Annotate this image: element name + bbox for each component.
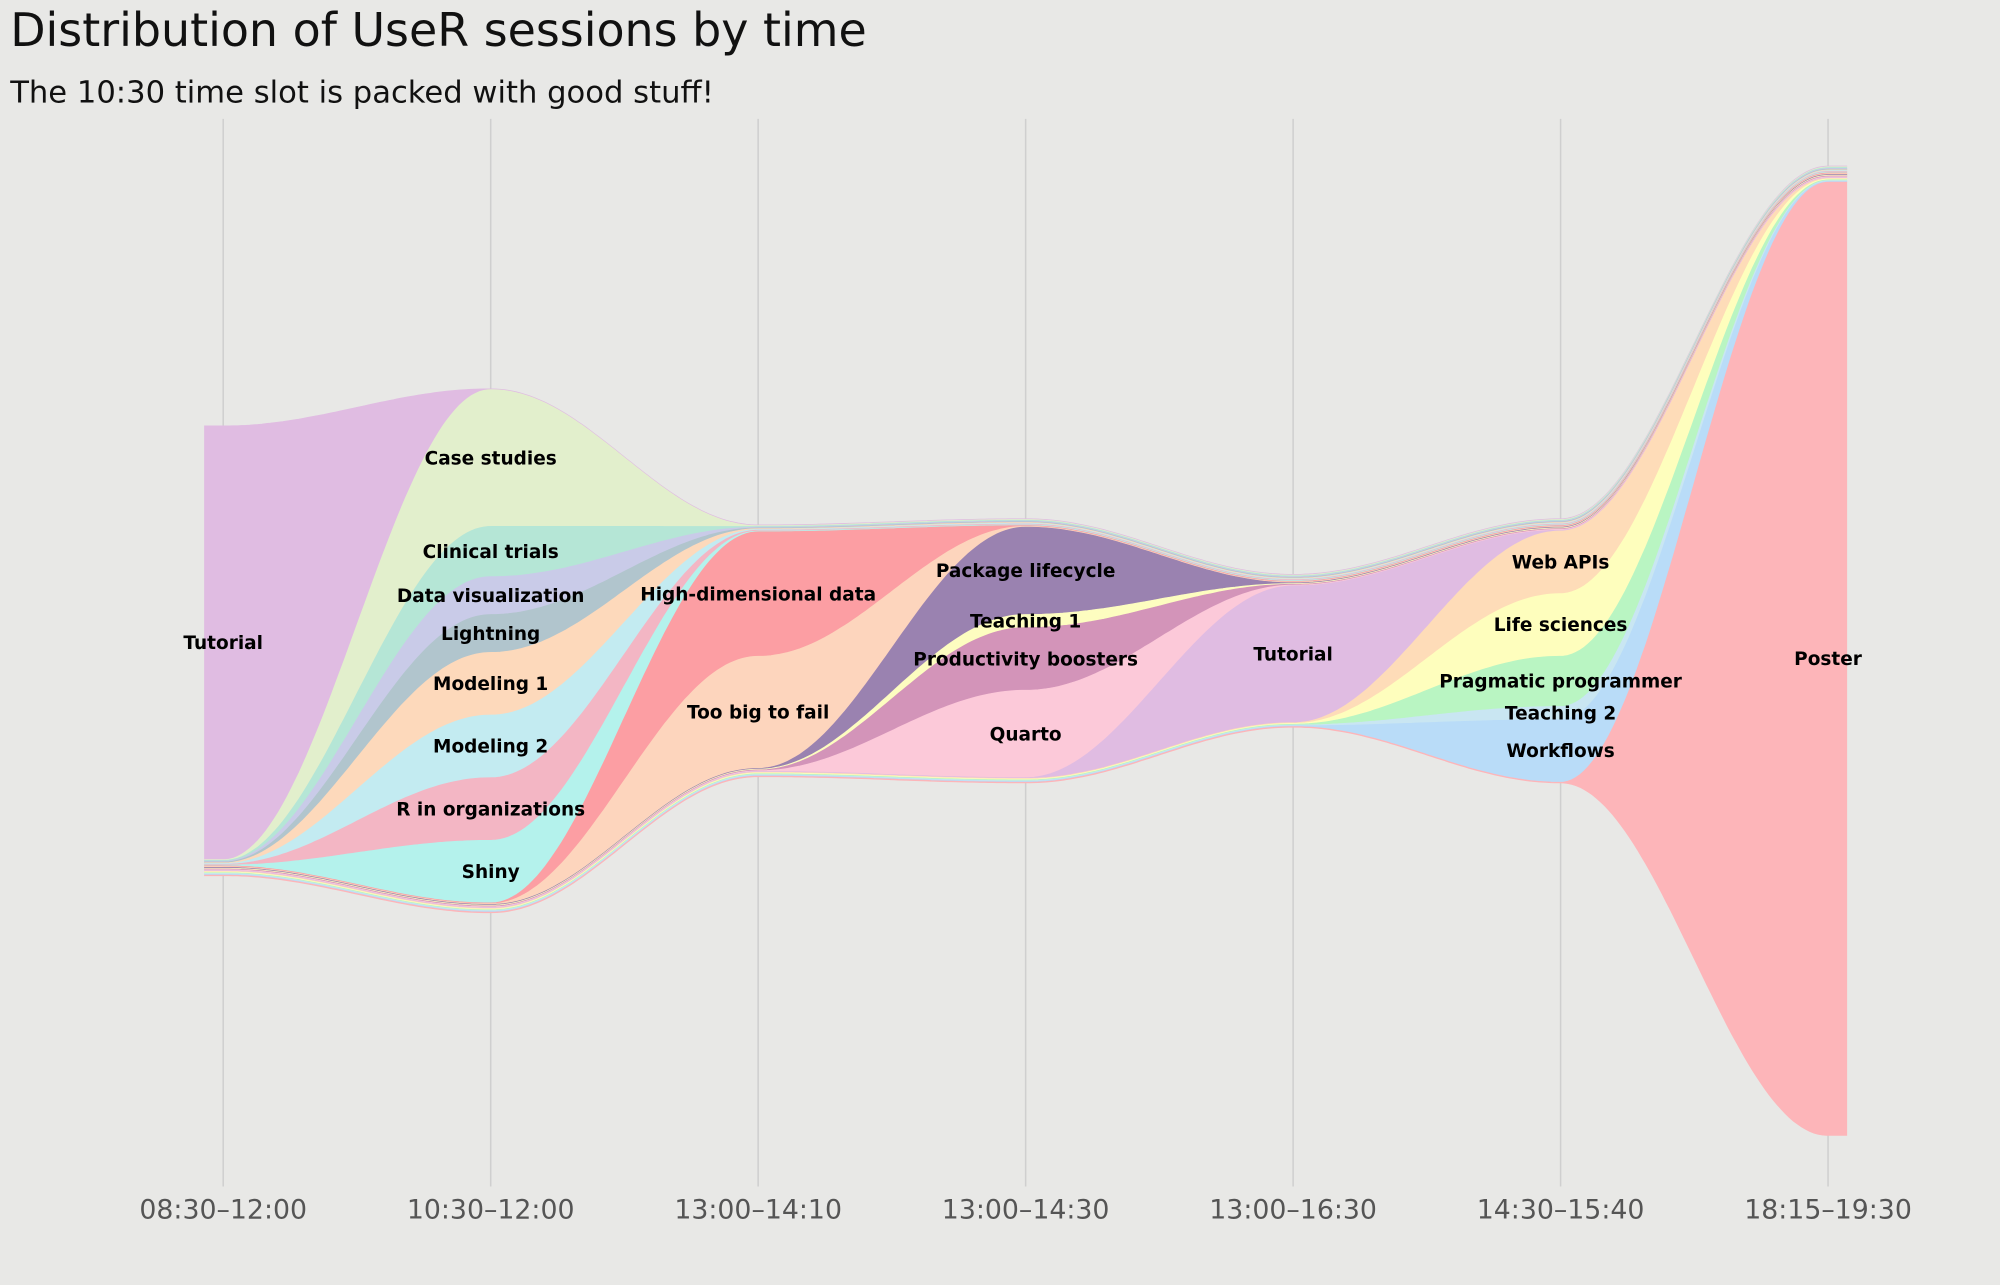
series-label: Package lifecycle — [936, 561, 1116, 582]
series-label: Too big to fail — [687, 703, 829, 724]
series-label: Teaching 2 — [1505, 703, 1616, 724]
series-label: Lightning — [441, 624, 540, 645]
series-label: High-dimensional data — [640, 584, 876, 605]
stream-area — [204, 181, 1848, 1136]
series-label: Teaching 1 — [970, 611, 1081, 632]
chart-title: Distribution of UseR sessions by time — [10, 3, 867, 57]
series-label: Quarto — [990, 724, 1062, 745]
x-tick-label: 10:30–12:00 — [407, 1194, 575, 1225]
series-label: Clinical trials — [423, 542, 559, 563]
series-label: R in organizations — [396, 799, 585, 820]
series-label: Tutorial — [183, 633, 263, 654]
series-label: Case studies — [425, 448, 557, 469]
series-label: Productivity boosters — [913, 649, 1138, 670]
series-label: Workflows — [1506, 741, 1614, 762]
series-label: Life sciences — [1494, 615, 1628, 636]
x-tick-label: 13:00–14:10 — [674, 1194, 842, 1225]
series-label: Pragmatic programmer — [1439, 672, 1683, 693]
stream-areas — [204, 165, 1848, 1136]
series-label: Web APIs — [1512, 553, 1610, 574]
x-tick-label: 13:00–16:30 — [1209, 1194, 1377, 1225]
x-tick-label: 08:30–12:00 — [139, 1194, 307, 1225]
series-label: Modeling 2 — [433, 737, 548, 758]
x-tick-label: 18:15–19:30 — [1744, 1194, 1912, 1225]
series-label: Shiny — [462, 862, 520, 883]
x-tick-label: 14:30–15:40 — [1477, 1194, 1645, 1225]
series-label: Poster — [1794, 649, 1863, 670]
x-tick-label: 13:00–14:30 — [942, 1194, 1110, 1225]
series-label: Tutorial — [1253, 645, 1333, 666]
series-label: Data visualization — [397, 586, 585, 607]
series-labels: Tutorial Case studies Clinical trials Data … — [183, 448, 1862, 883]
x-axis-ticks: 08:30–12:00 10:30–12:00 13:00–14:10 13:00–1… — [139, 1194, 1912, 1225]
series-label: Modeling 1 — [433, 674, 548, 695]
chart-subtitle: The 10:30 time slot is packed with good … — [9, 75, 714, 110]
